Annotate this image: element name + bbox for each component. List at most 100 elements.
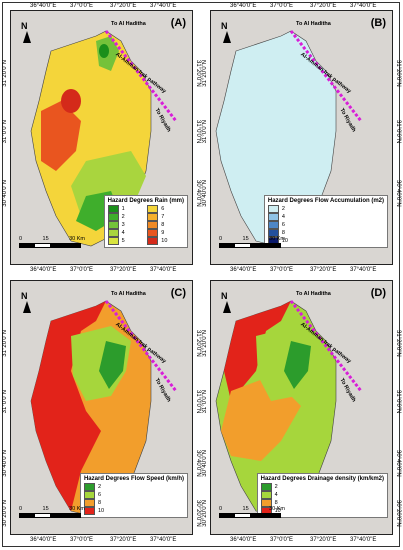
lat-label: 30°20'0"N (195, 500, 201, 527)
legend-title: Hazard Degrees Drainage density (km/km2) (260, 476, 384, 482)
lat-label: 31°20'0"N (195, 60, 201, 87)
north-arrow-label: N (221, 21, 228, 31)
legend-value: 9 (161, 230, 165, 236)
scale-tick: 0 (19, 506, 23, 512)
lat-label: 30°40'0"N (202, 180, 208, 207)
legend-value: 4 (281, 214, 285, 220)
north-arrow-icon (223, 301, 231, 313)
lat-label: 31°0'0"N (2, 120, 8, 144)
scale-tick: 15 (42, 506, 49, 512)
lat-label: 31°20'0"N (202, 60, 208, 87)
lat-label: 31°20'0"N (395, 330, 401, 357)
lat-label: 30°40'0"N (2, 180, 8, 207)
panel-label: (A) (170, 17, 186, 29)
lon-label: 37°40'0"E (150, 3, 177, 9)
route-top-label: To Al Haditha (111, 291, 146, 297)
lat-label: 31°0'0"N (395, 390, 401, 414)
lon-label: 37°40'0"E (350, 3, 377, 9)
scale-bar: 0 15 30 Km (19, 506, 85, 518)
legend-swatch (260, 483, 272, 491)
lon-label: 37°20'0"E (110, 267, 137, 273)
legend-value: 4 (274, 492, 278, 498)
scale-tick: 0 (19, 236, 23, 242)
legend-value: 7 (161, 214, 165, 220)
legend-swatch (147, 221, 159, 229)
legend-value: 6 (161, 206, 165, 212)
lat-label: 31°20'0"N (195, 330, 201, 357)
legend-swatch (107, 213, 119, 221)
route-top-label: To Al Haditha (296, 21, 331, 27)
lat-label: 31°0'0"N (2, 390, 8, 414)
north-arrow-icon (223, 31, 231, 43)
legend: Hazard Degrees Flow Accumulation (m2) 2 … (263, 195, 388, 248)
legend-swatch (267, 221, 279, 229)
legend-value: 2 (274, 484, 278, 490)
scale-tick: 0 (219, 506, 223, 512)
legend-swatch (260, 491, 272, 499)
map-panel-b: (B) N To Al Haditha Al-Amman Irak pathwa… (210, 10, 393, 265)
legend-value: 8 (274, 500, 278, 506)
north-arrow-icon (23, 301, 31, 313)
scale-tick: 30 Km (269, 236, 285, 242)
lat-label: 31°0'0"N (202, 390, 208, 414)
lat-label: 31°0'0"N (195, 120, 201, 144)
lat-label: 30°40'0"N (395, 180, 401, 207)
legend-value: 2 (97, 484, 102, 490)
lon-label: 37°0'0"E (270, 267, 294, 273)
map-panel-a: (A) N To Al Haditha Al-Amman Irak pathwa… (10, 10, 193, 265)
lon-label: 36°40'0"E (30, 3, 57, 9)
legend-swatch (267, 205, 279, 213)
lon-label: 37°20'0"E (310, 267, 337, 273)
north-arrow-icon (23, 31, 31, 43)
north-arrow-label: N (21, 21, 28, 31)
legend-swatch (83, 507, 95, 515)
legend-title: Hazard Degrees Rain (mm) (107, 198, 184, 204)
lat-label: 30°40'0"N (2, 450, 8, 477)
scale-bar: 0 15 30 Km (219, 236, 285, 248)
lat-label: 30°40'0"N (395, 450, 401, 477)
lat-label: 30°40'0"N (195, 180, 201, 207)
scale-tick: 30 Km (69, 236, 85, 242)
lat-label: 30°40'0"N (195, 450, 201, 477)
legend-swatch (260, 499, 272, 507)
scale-bar-graphic (19, 243, 81, 248)
lat-label: 30°20'0"N (2, 500, 8, 527)
route-top-label: To Al Haditha (111, 21, 146, 27)
scale-bar: 0 15 30 Km (219, 506, 285, 518)
legend-swatch (83, 491, 95, 499)
legend-value: 4 (121, 230, 125, 236)
legend-swatch (267, 213, 279, 221)
map-panel-d: (D) N To Al Haditha Al-Amman Irak pathwa… (210, 280, 393, 535)
lon-label: 37°0'0"E (70, 3, 94, 9)
lon-label: 37°20'0"E (310, 3, 337, 9)
legend-items: 1 6 2 7 3 8 4 9 5 10 (107, 205, 184, 245)
legend-swatch (107, 229, 119, 237)
legend-value: 10 (161, 238, 168, 244)
scale-bar-graphic (19, 513, 81, 518)
scale-tick: 0 (219, 236, 223, 242)
panel-label: (C) (170, 287, 186, 299)
lat-label: 31°20'0"N (2, 60, 8, 87)
legend-swatch (147, 229, 159, 237)
legend-swatch (83, 483, 95, 491)
legend-title: Hazard Degrees Flow Speed (km/h) (83, 476, 184, 482)
map-panel-c: (C) N To Al Haditha Al-Amman Irak pathwa… (10, 280, 193, 535)
lon-label: 37°40'0"E (350, 537, 377, 543)
legend-value: 8 (281, 230, 285, 236)
lon-label: 37°40'0"E (150, 537, 177, 543)
lon-label: 37°20'0"E (310, 537, 337, 543)
lon-label: 37°0'0"E (270, 3, 294, 9)
legend: Hazard Degrees Rain (mm) 1 6 2 7 3 8 4 9… (103, 195, 188, 248)
legend-value: 8 (161, 222, 165, 228)
lon-label: 36°40'0"E (230, 267, 257, 273)
legend-value: 6 (281, 222, 285, 228)
legend-swatch (147, 237, 159, 245)
lon-label: 36°40'0"E (230, 537, 257, 543)
lon-label: 36°40'0"E (30, 267, 57, 273)
lat-label: 30°20'0"N (202, 500, 208, 527)
legend-value: 5 (121, 238, 125, 244)
north-arrow-label: N (21, 291, 28, 301)
legend-swatch (147, 213, 159, 221)
lat-label: 30°20'0"N (395, 500, 401, 527)
lat-label: 30°40'0"N (202, 450, 208, 477)
